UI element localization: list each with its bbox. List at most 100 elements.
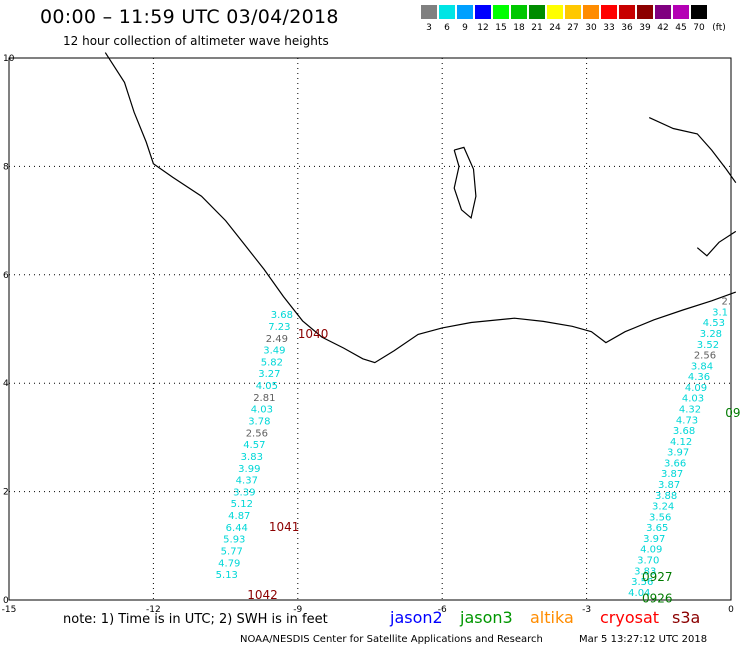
satellite-cryosat: cryosat — [600, 608, 660, 627]
legend-swatch — [511, 5, 527, 19]
pass-time-label: 1041 — [269, 520, 300, 534]
wave-height-reading: 6.44 — [226, 523, 248, 534]
wave-height-reading: 3.83 — [634, 566, 656, 577]
map-frame — [8, 57, 732, 601]
legend-label: 18 — [513, 23, 525, 33]
wave-height-reading: 5.93 — [223, 535, 245, 546]
wave-height-reading: 2.56 — [694, 351, 716, 362]
legend-swatch — [655, 5, 671, 19]
pass-time-label: 1040 — [298, 327, 329, 341]
satellite-jason2: jason2 — [390, 608, 443, 627]
wave-height-reading: 5.82 — [261, 357, 283, 368]
x-tick-label: -12 — [146, 605, 161, 615]
legend-swatch — [691, 5, 707, 19]
wave-height-reading: 4.12 — [670, 437, 692, 448]
legend-swatch — [565, 5, 581, 19]
wave-height-reading: 2.56 — [246, 428, 268, 439]
wave-height-reading: 3.49 — [263, 346, 285, 357]
satellite-jason3: jason3 — [460, 608, 513, 627]
legend-unit: (ft) — [712, 23, 726, 33]
legend-label: 15 — [495, 23, 507, 33]
y-tick-label: 2 — [3, 488, 9, 498]
legend-swatch — [583, 5, 599, 19]
x-tick-label: -6 — [438, 605, 447, 615]
wave-height-reading: 3.99 — [238, 464, 260, 475]
coastline — [104, 52, 737, 364]
wave-height-reading: 3.87 — [661, 469, 683, 480]
wave-height-reading: 4.03 — [251, 405, 273, 416]
wave-height-reading: 4.36 — [688, 372, 710, 383]
pass-time-label: 0927 — [642, 570, 673, 584]
wave-height-reading: 4.09 — [685, 383, 707, 394]
legend-label: 9 — [462, 23, 468, 33]
pass-time-label: 09 — [725, 406, 740, 420]
y-tick-label: 6 — [3, 271, 9, 281]
legend-swatch — [421, 5, 437, 19]
legend-swatch — [457, 5, 473, 19]
legend-label: 27 — [567, 23, 579, 33]
legend-label: 42 — [657, 23, 669, 33]
border-line — [696, 230, 737, 257]
legend-label: 36 — [621, 23, 633, 33]
x-tick-label: -3 — [582, 605, 591, 615]
credit-timestamp: Mar 5 13:27:12 UTC 2018 — [579, 634, 708, 645]
legend-swatch — [475, 5, 491, 19]
wave-height-reading: 2.81 — [253, 393, 275, 404]
satellite-s3a: s3a — [672, 608, 701, 627]
wave-height-reading: 3.87 — [658, 480, 680, 491]
satellite-altika: altika — [530, 608, 574, 627]
wave-height-reading: 3.97 — [643, 534, 665, 545]
x-tick-label: 0 — [728, 605, 734, 615]
x-tick-label: -15 — [2, 605, 17, 615]
legend-swatch — [547, 5, 563, 19]
wave-height-reading: 3.56 — [649, 512, 671, 523]
wave-height-reading: 3.70 — [637, 555, 659, 566]
footer-note: note: 1) Time is in UTC; 2) SWH is in fe… — [63, 612, 328, 627]
legend-label: 70 — [693, 23, 705, 33]
wave-height-reading: 3.84 — [691, 361, 713, 372]
x-tick-label: -9 — [293, 605, 302, 615]
wave-height-reading: 3.56 — [631, 577, 653, 588]
wave-height-reading: 3.66 — [664, 458, 686, 469]
wave-height-reading: 4.05 — [256, 381, 278, 392]
y-tick-label: 0 — [3, 596, 9, 606]
legend-swatch — [619, 5, 635, 19]
pass-time-label: 0926 — [642, 592, 673, 606]
wave-height-reading: 3.97 — [667, 448, 689, 459]
wave-height-reading: 4.37 — [236, 476, 258, 487]
wave-height-reading: 4.09 — [640, 545, 662, 556]
wave-height-reading: 3.39 — [233, 487, 255, 498]
wave-height-reading: 4.73 — [676, 415, 698, 426]
lake-outline — [453, 146, 477, 219]
y-tick-label: 10 — [3, 54, 15, 64]
wave-height-reading: 3.88 — [655, 491, 677, 502]
wave-height-reading: 3.68 — [673, 426, 695, 437]
wave-height-reading: 3.1 — [712, 307, 728, 318]
wave-height-reading: 3.27 — [258, 369, 280, 380]
wave-height-reading: 4.87 — [228, 511, 250, 522]
credit-line: NOAA/NESDIS Center for Satellite Applica… — [240, 634, 543, 645]
wave-height-reading: 4.53 — [703, 318, 725, 329]
wave-height-reading: 5.12 — [231, 499, 253, 510]
wave-height-reading: 2.49 — [266, 334, 288, 345]
page-subtitle: 12 hour collection of altimeter wave hei… — [63, 34, 329, 48]
legend-swatch — [673, 5, 689, 19]
wave-height-reading: 5.77 — [221, 546, 243, 557]
pass-time-label: 1042 — [247, 588, 278, 602]
legend-label: 39 — [639, 23, 651, 33]
legend-swatch — [529, 5, 545, 19]
page-title: 00:00 – 11:59 UTC 03/04/2018 — [40, 6, 339, 28]
wave-height-reading: 4.57 — [243, 440, 265, 451]
wave-height-reading: 3.65 — [646, 523, 668, 534]
legend-swatch — [637, 5, 653, 19]
wave-height-reading: 3.68 — [271, 310, 293, 321]
legend-label: 12 — [477, 23, 489, 33]
wave-height-reading: 2. — [721, 297, 731, 308]
wave-height-reading: 4.04 — [628, 588, 650, 599]
legend-label: 30 — [585, 23, 597, 33]
border-line — [648, 117, 737, 184]
legend-swatch — [439, 5, 455, 19]
wave-height-reading: 5.13 — [216, 570, 238, 581]
legend-label: 24 — [549, 23, 561, 33]
